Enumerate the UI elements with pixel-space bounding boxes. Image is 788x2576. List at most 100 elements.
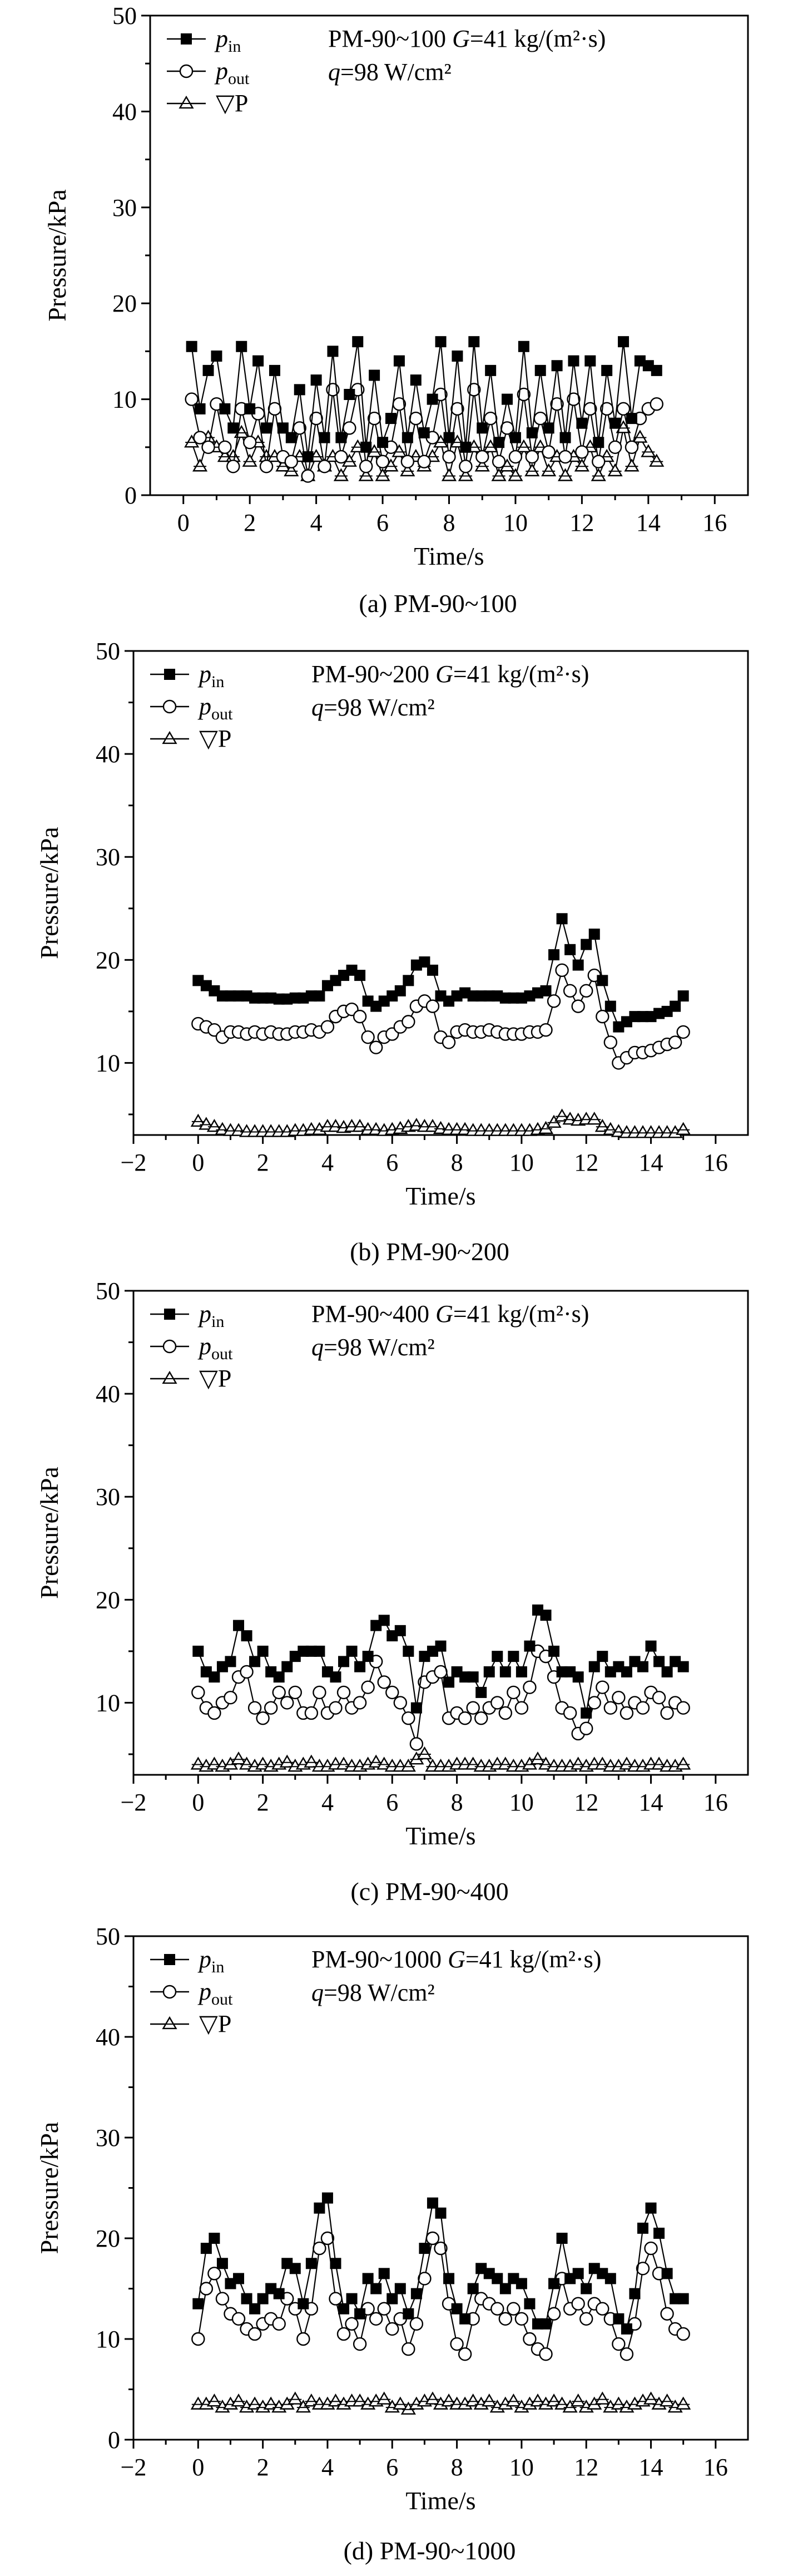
annotation-line-2: q=98 W/cm² <box>311 694 435 721</box>
data-point-p_in <box>556 2233 568 2244</box>
annotation-line-1: PM-90~200 G=41 kg/(m²·s) <box>311 660 589 688</box>
x-tick-label: 6 <box>376 509 389 536</box>
data-point-p_out <box>579 984 593 998</box>
legend-entry: ▽P <box>216 90 248 117</box>
data-point-dP <box>352 2394 368 2407</box>
y-tick-label: 20 <box>112 290 137 317</box>
data-point-dP <box>541 463 557 477</box>
y-axis-title: Pressure/kPa <box>43 189 71 322</box>
data-point-p_out <box>418 2272 432 2286</box>
x-tick-label: −2 <box>121 2454 147 2481</box>
x-tick-label: 2 <box>257 1149 269 1176</box>
data-point-p_in <box>249 1656 261 1667</box>
data-point-p_in <box>410 2288 422 2299</box>
data-point-dP <box>425 2391 440 2405</box>
data-point-p_in <box>277 422 289 434</box>
x-tick-label: 4 <box>321 2454 334 2481</box>
data-point-p_in <box>378 2268 390 2279</box>
data-point-p_in <box>459 2313 471 2325</box>
data-point-p_out <box>644 2241 658 2256</box>
data-point-p_in <box>524 1640 536 1652</box>
data-point-p_in <box>285 432 297 443</box>
data-point-p_out <box>555 963 569 978</box>
data-point-dP <box>530 1751 546 1765</box>
data-point-p_out <box>402 1711 415 1725</box>
chart-panel-3: −2 0 2 4 6 8 10 12 14 16 10 20 30 40 50 Time/s Pressure/… <box>35 1277 749 1906</box>
panel-caption: (c) PM-90~400 <box>350 1877 508 1906</box>
data-point-dP <box>676 2396 691 2410</box>
data-point-p_in <box>443 1676 455 1688</box>
data-point-p_in <box>314 1645 325 1657</box>
data-point-dP <box>591 468 606 481</box>
data-point-p_in <box>338 1656 350 1667</box>
data-point-p_in <box>241 2293 252 2304</box>
data-point-p_in <box>509 432 521 443</box>
data-point-p_in <box>609 417 621 429</box>
data-point-p_in <box>467 1671 479 1683</box>
panel-caption: (b) PM-90~200 <box>350 1237 509 1266</box>
data-point-p_in <box>597 1651 608 1662</box>
y-tick-label: 50 <box>96 1923 120 1950</box>
data-point-p_in <box>492 2273 503 2284</box>
data-point-dP <box>524 463 540 477</box>
data-point-p_out <box>353 2337 367 2351</box>
data-point-p_in <box>241 1630 252 1642</box>
data-point-p_in <box>467 2283 479 2294</box>
data-point-p_out <box>353 1696 367 1710</box>
data-point-p_out <box>409 1737 424 1751</box>
data-point-p_out <box>442 450 456 464</box>
y-tick-label: 10 <box>96 2326 120 2353</box>
data-point-p_out <box>592 455 606 468</box>
data-point-p_in <box>564 944 576 955</box>
data-point-p_out <box>313 1685 326 1700</box>
series-p_out <box>191 963 690 1070</box>
data-point-p_in <box>427 964 438 976</box>
x-tick-label: 14 <box>639 2454 663 2481</box>
data-point-dP <box>288 2391 303 2405</box>
legend-marker <box>164 1309 175 1320</box>
data-point-p_in <box>344 388 355 400</box>
data-point-p_out <box>369 2312 383 2326</box>
data-point-dP <box>676 1756 691 1770</box>
y-axis-title: Pressure/kPa <box>35 1467 63 1599</box>
data-point-dP <box>284 463 299 477</box>
data-point-p_in <box>588 929 600 940</box>
y-tick-label: 40 <box>112 98 137 125</box>
annotation: PM-90~200 G=41 kg/(m²·s) q=98 W/cm² <box>311 660 589 721</box>
panel-caption: (d) PM-90~1000 <box>344 2536 516 2565</box>
data-point-p_out <box>459 460 473 473</box>
data-point-p_in <box>548 2278 560 2289</box>
legend-entry: pout <box>214 57 250 88</box>
data-point-p_in <box>534 364 546 376</box>
data-point-dP <box>516 439 532 452</box>
data-point-p_in <box>661 1666 673 1677</box>
data-point-p_out <box>507 2302 521 2316</box>
series-line-p_in <box>197 1609 684 1714</box>
data-point-p_in <box>551 360 563 372</box>
x-axis-title: Time/s <box>414 542 484 570</box>
data-point-p_in <box>346 2293 358 2304</box>
y-axis-title: Pressure/kPa <box>35 827 63 959</box>
data-point-p_in <box>677 1661 689 1672</box>
data-point-p_in <box>613 2313 625 2325</box>
data-point-p_in <box>581 939 592 950</box>
data-point-dP <box>554 1108 570 1122</box>
data-point-p_in <box>540 2318 552 2330</box>
data-point-p_out <box>558 450 572 464</box>
data-point-p_out <box>359 460 373 473</box>
data-point-p_in <box>236 340 247 352</box>
data-point-p_out <box>525 450 539 464</box>
data-point-dP <box>400 1759 416 1772</box>
annotation-line-1: PM-90~100 G=41 kg/(m²·s) <box>328 25 606 52</box>
data-point-p_in <box>335 432 347 443</box>
data-point-p_in <box>269 364 280 376</box>
data-point-dP <box>594 2391 610 2405</box>
data-point-p_in <box>202 364 214 376</box>
y-tick-label: 30 <box>112 194 137 221</box>
legend-entry: ▽P <box>199 725 231 752</box>
y-tick-label: 50 <box>112 2 137 29</box>
data-point-p_out <box>193 431 207 445</box>
